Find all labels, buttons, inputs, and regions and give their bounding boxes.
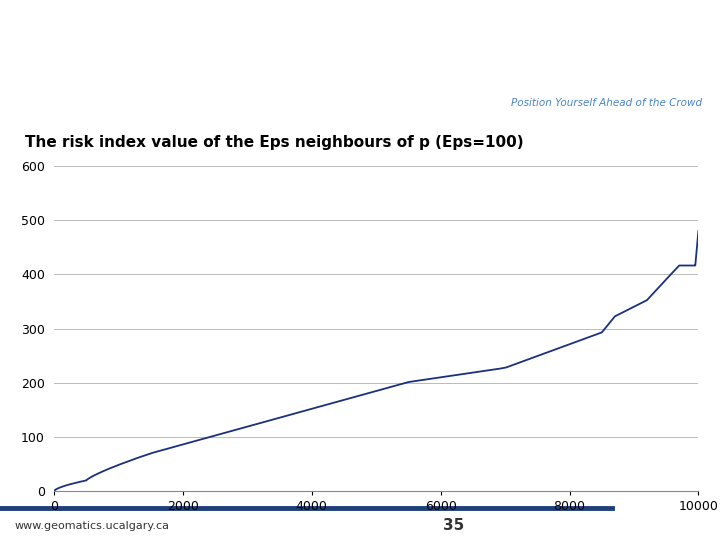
- Text: Position Yourself Ahead of the Crowd: Position Yourself Ahead of the Crowd: [511, 98, 702, 108]
- Text: 35: 35: [443, 518, 464, 534]
- Text: Schulich School of Engineering: Schulich School of Engineering: [593, 47, 711, 56]
- Text: www.geomatics.ucalgary.ca: www.geomatics.ucalgary.ca: [14, 521, 169, 531]
- Text: Department of Geomatics Engineering: Department of Geomatics Engineering: [523, 20, 711, 30]
- Text: University of Calgary: University of Calgary: [631, 63, 711, 72]
- Text: Threshold - Min.Risk: Threshold - Min.Risk: [19, 32, 339, 60]
- Text: The risk index value of the Eps neighbours of p (Eps=100): The risk index value of the Eps neighbou…: [25, 135, 524, 150]
